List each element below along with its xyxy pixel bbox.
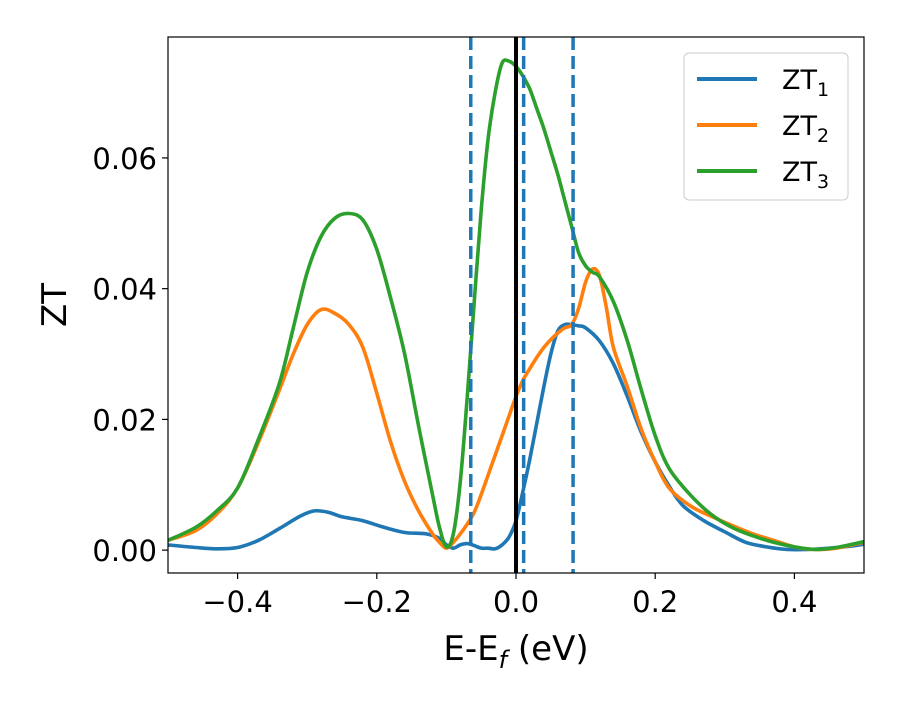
vertical-lines-layer — [469, 37, 575, 573]
y-ticks-layer: 0.00 0.02 0.04 0.06 — [92, 142, 168, 568]
legend-box — [683, 52, 849, 201]
y-tick-label: 0.00 — [92, 534, 157, 568]
y-axis-label: ZT — [35, 283, 75, 327]
series-line-zt2 — [168, 266, 864, 552]
series-line-zt1 — [168, 322, 864, 552]
x-ticks-layer: −0.4 −0.2 0.0 0.2 0.4 — [202, 573, 817, 619]
x-tick-label: −0.2 — [342, 585, 412, 619]
x-tick-label: 0.0 — [493, 585, 539, 619]
x-tick-label: −0.4 — [202, 585, 272, 619]
series-line-zt3 — [168, 58, 864, 552]
plot-lines-layer — [168, 58, 864, 552]
legend: ZT1 ZT2 ZT3 — [683, 52, 849, 201]
y-tick-label: 0.02 — [92, 403, 157, 437]
legend-label-zt3: ZT3 — [782, 157, 829, 193]
x-axis-label: E-Ef (eV) — [443, 629, 588, 674]
y-tick-label: 0.04 — [92, 273, 157, 307]
x-tick-label: 0.2 — [632, 585, 678, 619]
legend-label-zt1: ZT1 — [782, 65, 829, 101]
y-tick-label: 0.06 — [92, 142, 157, 176]
legend-label-zt2: ZT2 — [782, 111, 829, 147]
x-tick-label: 0.4 — [771, 585, 817, 619]
